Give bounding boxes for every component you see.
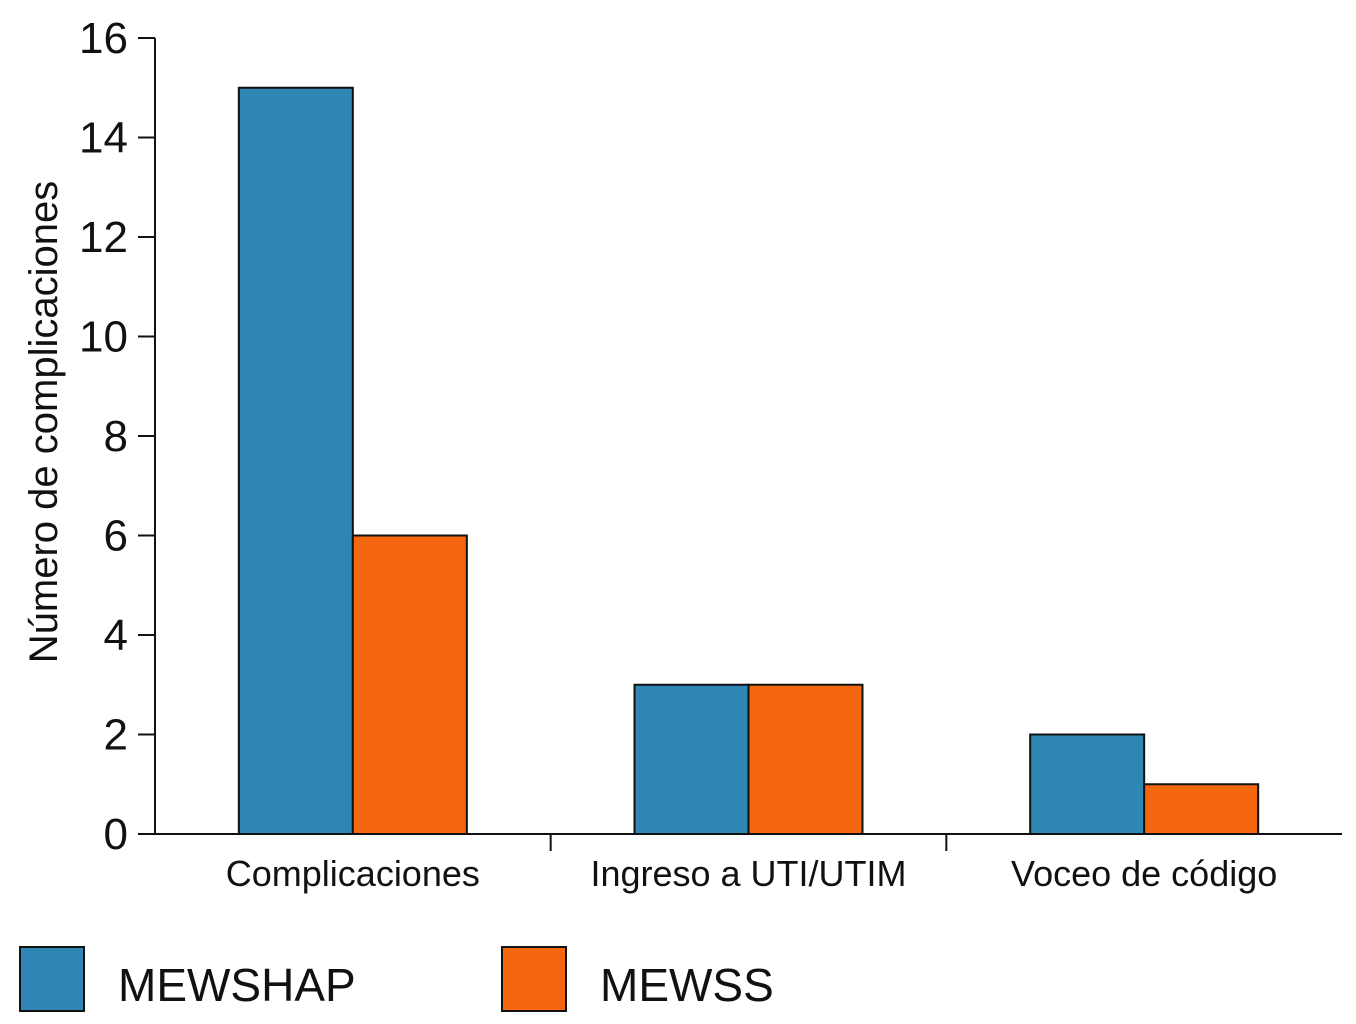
y-tick-label: 10 [79,313,128,362]
y-tick-label: 12 [79,213,128,262]
bar-mewshap-1 [237,86,354,835]
legend-label-mewshap: MEWSHAP [118,959,356,1011]
x-category-label: Ingreso a UTI/UTIM [590,853,906,894]
y-tick-label: 14 [79,114,128,163]
x-category-label: Complicaciones [226,853,480,894]
y-tick-label: 4 [104,611,128,660]
bar-mewshap-2 [633,683,750,835]
x-categories: Complicaciones Ingreso a UTI/UTIM Voceo de… [226,834,1277,894]
y-tick-label: 2 [104,711,128,760]
legend: MEWSHAP MEWSS [19,946,774,1012]
y-axis-title: Número de complicaciones [22,181,66,663]
y-tick-label: 0 [104,810,128,859]
legend-swatch-mewshap [19,946,85,1012]
legend-swatch-mewss [501,946,567,1012]
bars-layer [237,86,1260,835]
bar-mewss-2 [747,683,864,835]
bar-mewshap-3 [1029,733,1146,835]
y-tick-label: 16 [79,14,128,63]
y-tick-label: 6 [104,512,128,561]
y-ticks: 0 2 4 6 8 10 12 14 16 [79,14,155,859]
legend-label-mewss: MEWSS [600,959,774,1011]
bar-mewss-3 [1143,783,1260,835]
y-tick-label: 8 [104,412,128,461]
x-category-label: Voceo de código [1011,853,1277,894]
bar-mewss-1 [351,534,468,835]
